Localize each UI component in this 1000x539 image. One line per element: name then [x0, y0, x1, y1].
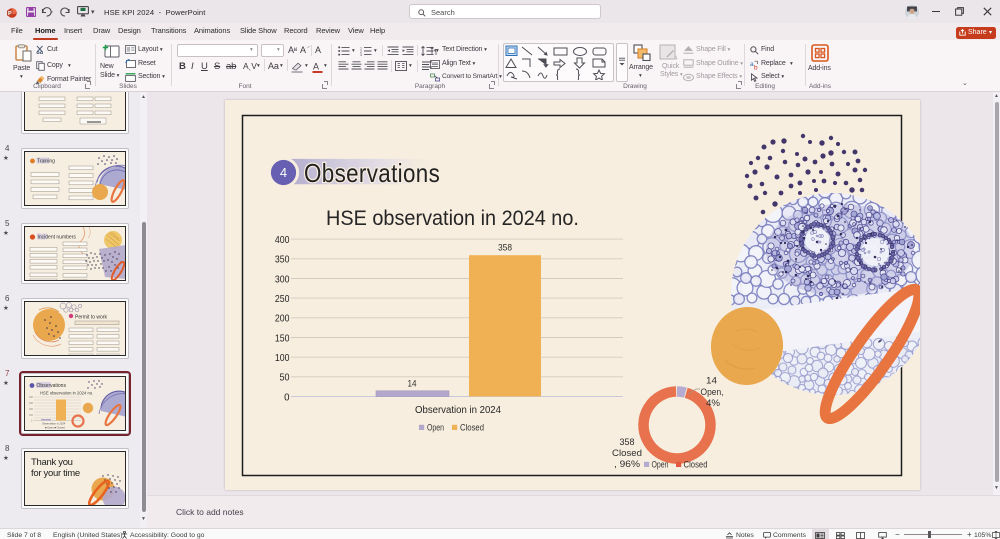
svg-text:a: a	[750, 61, 754, 68]
svg-text:200: 200	[29, 408, 34, 411]
svg-text:2: 2	[360, 50, 362, 54]
svg-text:■ Open ■ Closed: ■ Open ■ Closed	[45, 426, 65, 430]
svg-text:14: 14	[706, 376, 717, 386]
svg-text:1: 1	[360, 46, 362, 50]
svg-text:Thank you: Thank you	[31, 457, 73, 468]
svg-text:, 96%: , 96%	[614, 459, 640, 469]
svg-text:400: 400	[275, 234, 290, 246]
svg-text:14: 14	[408, 378, 417, 389]
svg-text:100: 100	[275, 352, 290, 364]
svg-text:Incident numbers: Incident numbers	[38, 235, 77, 241]
svg-text:150: 150	[275, 332, 290, 344]
svg-text:300: 300	[275, 273, 290, 285]
svg-text:400: 400	[29, 396, 34, 399]
svg-text:100: 100	[29, 414, 34, 417]
svg-text:50: 50	[280, 372, 290, 384]
svg-text:P: P	[8, 11, 12, 17]
svg-text:HSE observation in 2024 no.: HSE observation in 2024 no.	[326, 206, 579, 230]
svg-text:for your time: for your time	[31, 468, 80, 479]
svg-text:3: 3	[360, 53, 362, 56]
svg-text:250: 250	[275, 293, 290, 305]
svg-text:300: 300	[29, 402, 34, 405]
svg-text:Training: Training	[37, 159, 55, 165]
svg-text:358: 358	[620, 437, 635, 447]
svg-text:Observation in 2024: Observation in 2024	[415, 405, 502, 416]
svg-text:0: 0	[31, 420, 33, 423]
svg-text:200: 200	[275, 313, 290, 325]
svg-text:4: 4	[280, 165, 287, 180]
svg-text:Observations: Observations	[304, 159, 440, 188]
svg-text:Observations: Observations	[37, 383, 67, 389]
svg-text:Observation in 2024: Observation in 2024	[42, 422, 66, 426]
svg-text:358: 358	[498, 242, 512, 253]
svg-text:0: 0	[284, 391, 290, 403]
svg-text:Open: Open	[427, 423, 444, 433]
svg-text:Open: Open	[652, 460, 669, 470]
svg-text:350: 350	[275, 254, 290, 266]
svg-text:Open,: Open,	[701, 387, 724, 397]
svg-text:Permit to work: Permit to work	[75, 315, 107, 321]
svg-text:b: b	[754, 64, 758, 70]
svg-text:A: A	[313, 62, 319, 72]
svg-text:Closed: Closed	[684, 460, 708, 470]
svg-text:HSE observation in 2024 no.: HSE observation in 2024 no.	[40, 391, 93, 396]
svg-text:Closed: Closed	[612, 448, 642, 458]
svg-text:4%: 4%	[706, 398, 720, 408]
svg-text:¶: ¶	[434, 49, 438, 55]
svg-text:Closed: Closed	[460, 423, 484, 433]
